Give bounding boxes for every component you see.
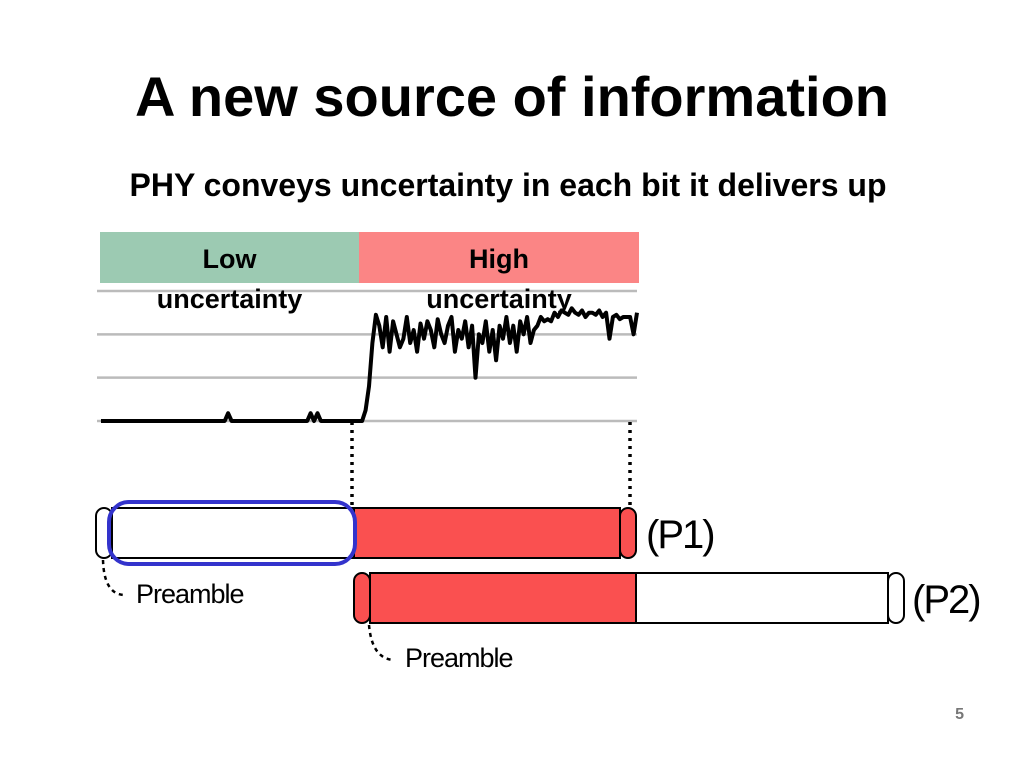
p2-preamble [353,572,371,624]
p1-highlight-box [107,500,357,566]
high-uncertainty-line2: uncertainty [426,284,572,314]
p2-tail [887,572,905,624]
low-uncertainty-line2: uncertainty [156,284,303,314]
preamble-label-2: Preamble [405,643,513,673]
low-uncertainty-line1: Low [202,244,257,274]
p1-label: (P1) [646,513,714,557]
p2-body-clean [635,572,889,624]
preamble-1-leader [101,559,125,597]
p1-body-clean [111,507,355,559]
low-uncertainty-label: Low uncertainty [100,239,359,319]
high-uncertainty-line1: High [469,244,529,274]
p1-tail [619,507,637,559]
low-uncertainty-band [100,232,359,283]
high-uncertainty-label: High uncertainty [359,239,639,319]
preamble-label-1: Preamble [136,579,244,609]
page-number: 5 [955,706,964,723]
p2-label: (P2) [912,578,980,622]
slide-title: A new source of information [135,65,889,128]
packet-p1 [95,500,637,566]
uncertainty-line [101,306,639,423]
p2-body-corrupt [369,572,637,624]
high-uncertainty-band [359,232,639,283]
packet-p2 [353,572,905,624]
p1-body-corrupt [353,507,621,559]
preamble-2-leader [367,624,395,662]
slide-subtitle: PHY conveys uncertainty in each bit it d… [129,167,887,203]
